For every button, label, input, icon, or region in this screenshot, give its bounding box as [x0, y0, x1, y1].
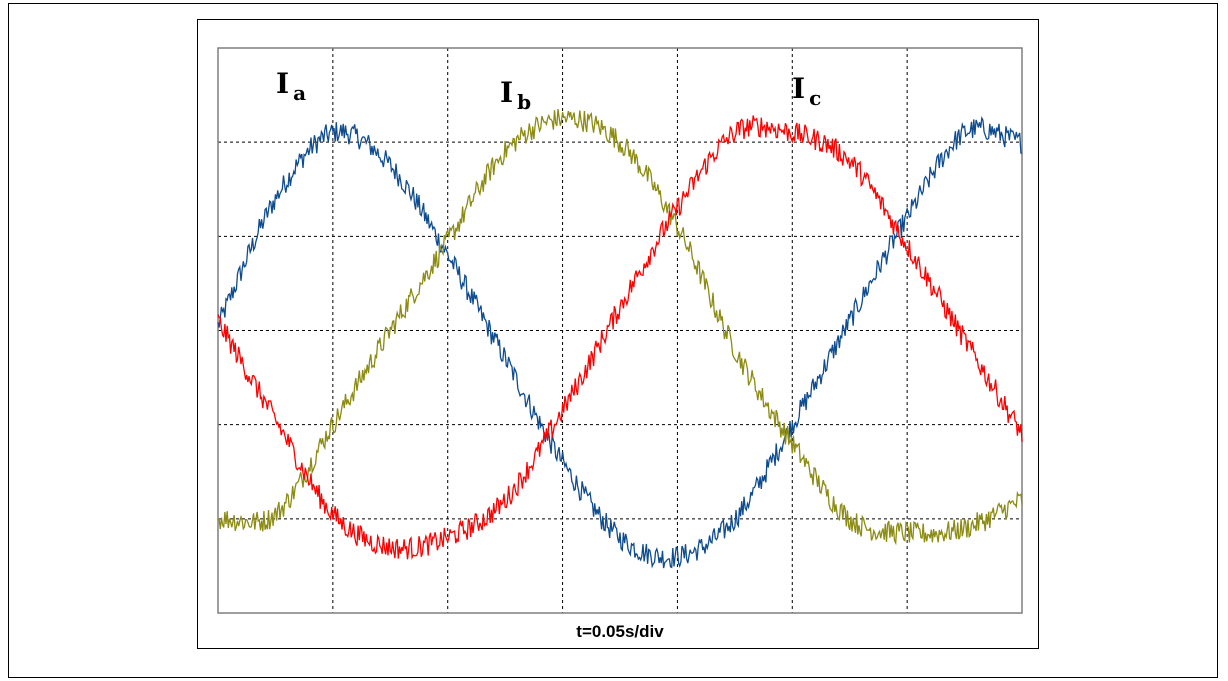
inner-frame [197, 19, 1039, 649]
series-line-Ia [217, 115, 1023, 569]
outer-frame [8, 3, 1218, 678]
plot-frame [217, 47, 1023, 614]
series-line-Ib [217, 109, 1023, 546]
x-axis-label: t=0.05s/div [576, 622, 664, 641]
series-layer [217, 109, 1023, 569]
series-line-Ic [217, 115, 1023, 560]
